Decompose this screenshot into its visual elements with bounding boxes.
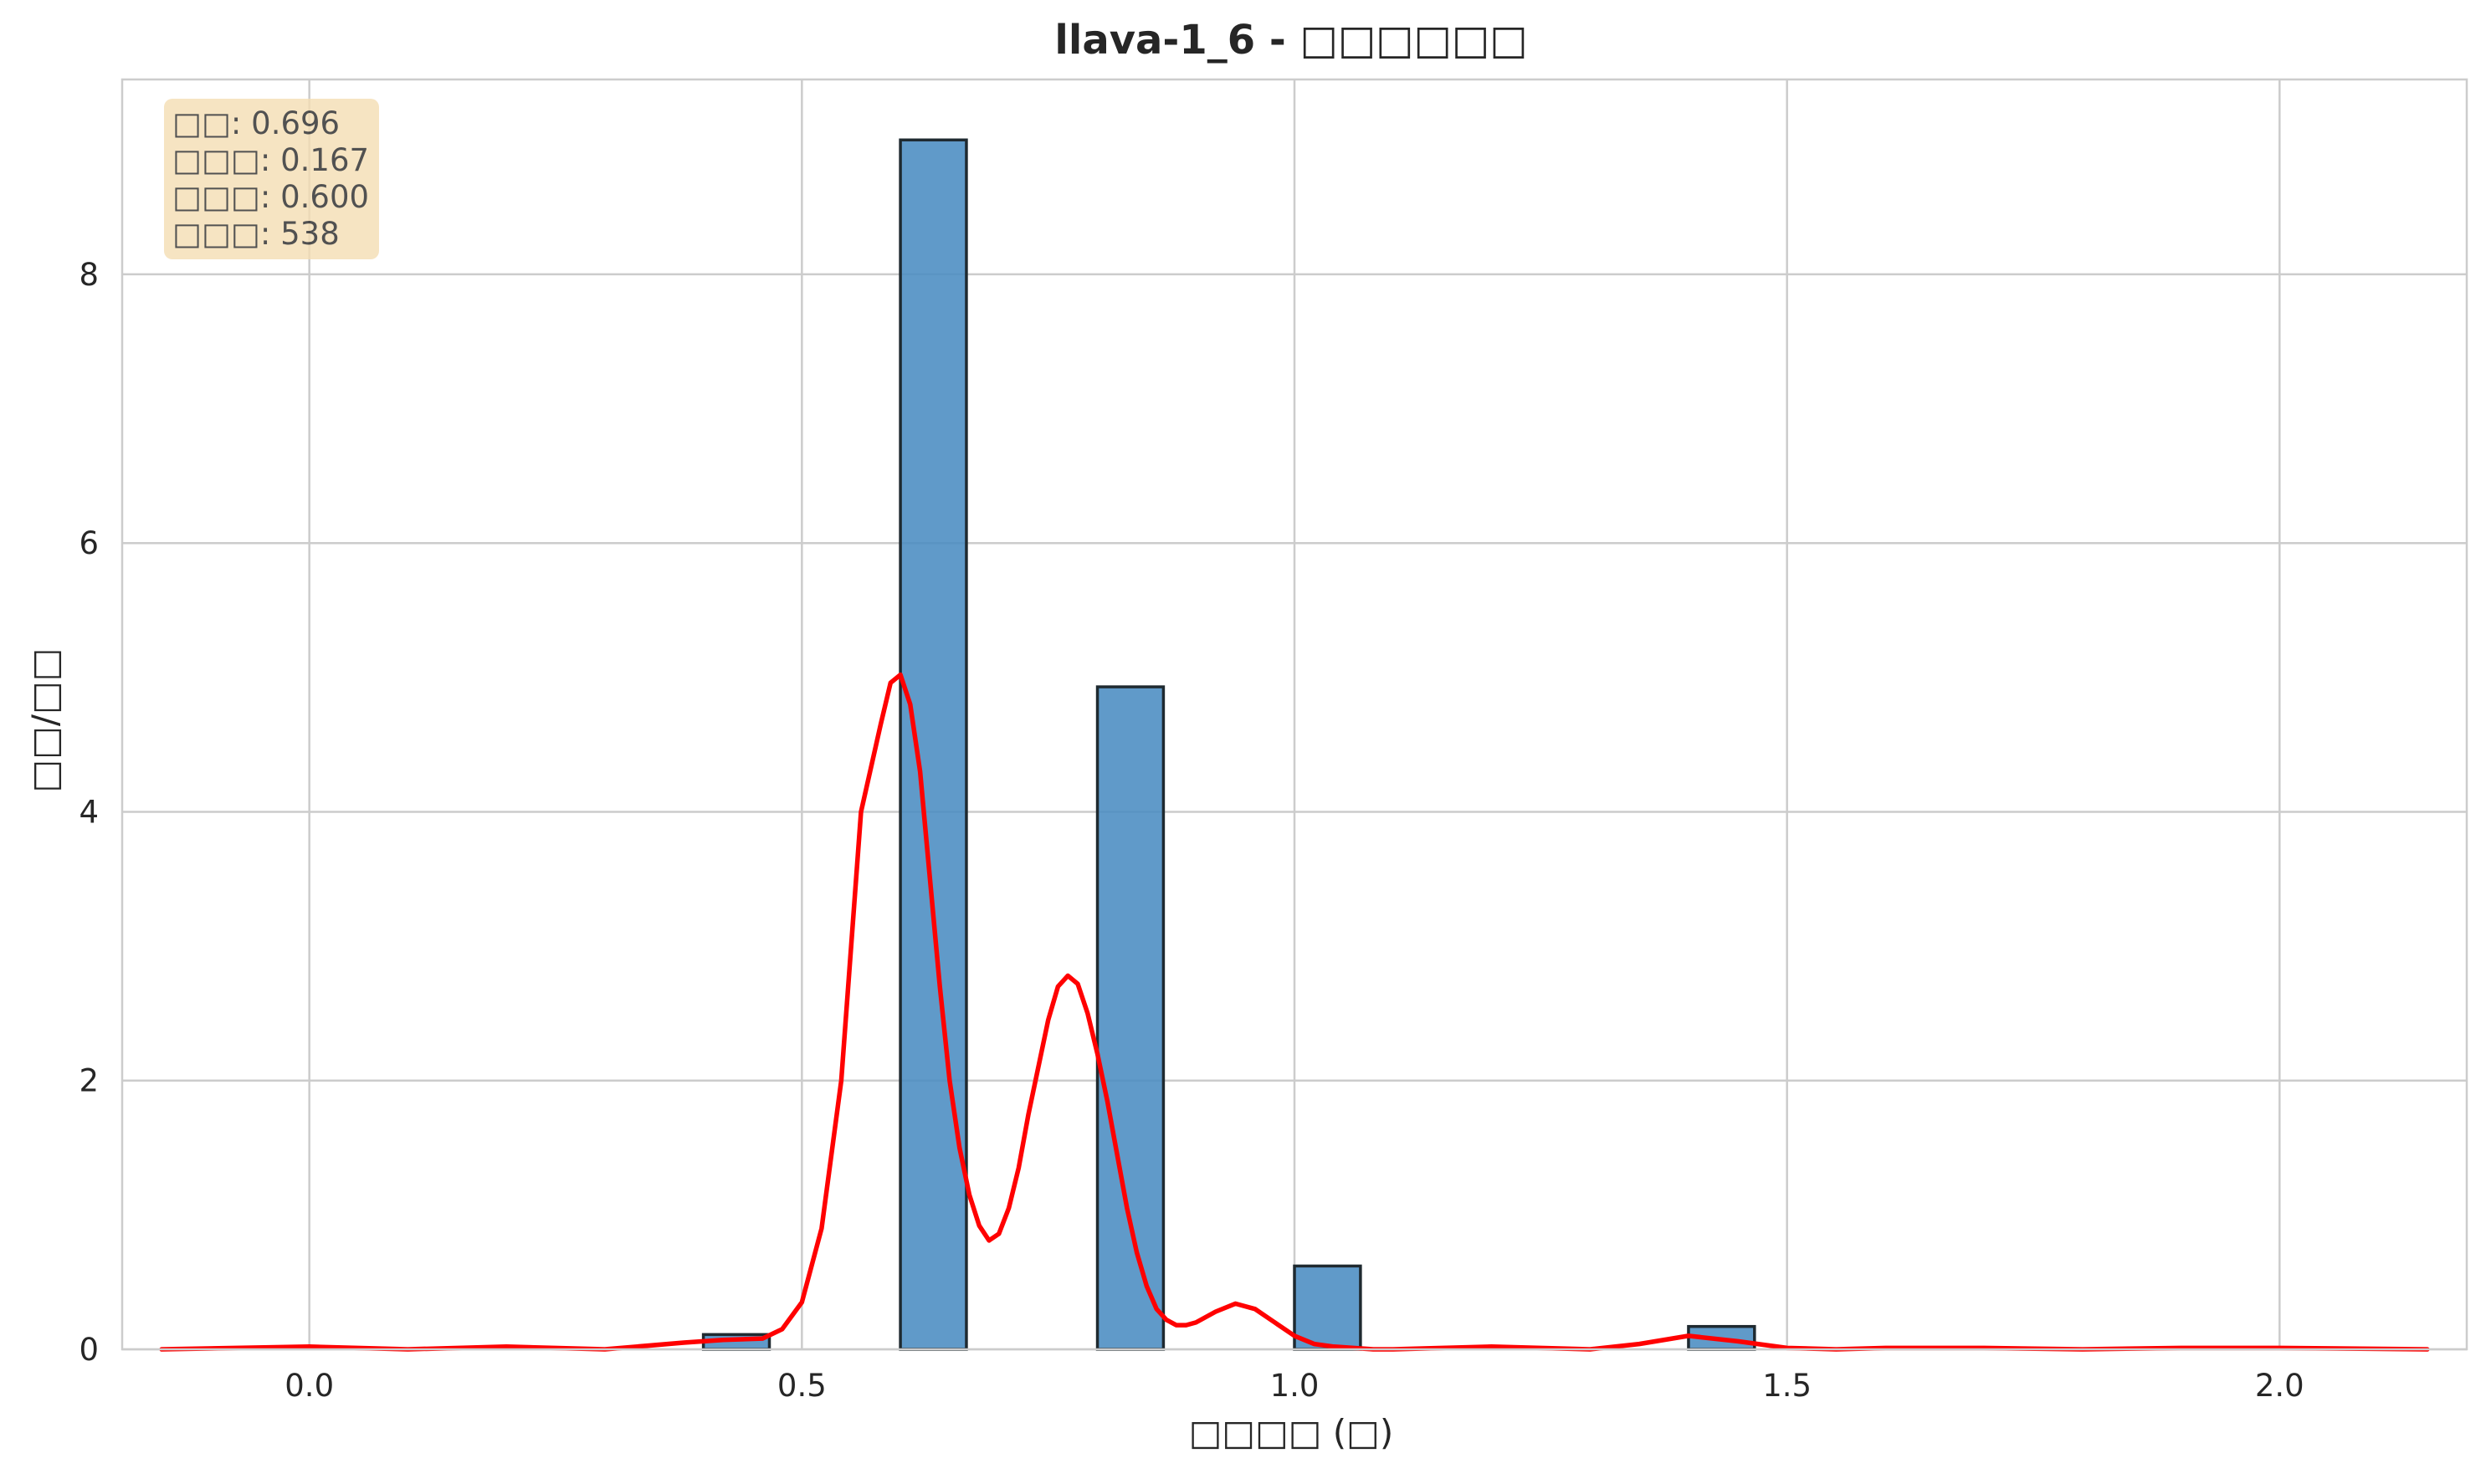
kde-curve-layer [159, 672, 2430, 1352]
y-tick-label: 6 [79, 525, 99, 561]
chart-title: llava-1_6 - □□□□□□ [1054, 17, 1527, 64]
stats-median: □□□: 0.600 [172, 179, 370, 215]
x-tick-label: 0.5 [777, 1368, 827, 1404]
x-tick-label: 2.0 [2255, 1368, 2304, 1404]
y-tick-label: 4 [79, 794, 99, 830]
histogram-bar [899, 138, 968, 1351]
stats-mean: □□: 0.696 [172, 105, 341, 141]
axis-ticks: 0.0 0.5 1.0 1.5 2.0 0 2 4 6 8 [79, 257, 2304, 1404]
x-tick-label: 1.5 [1762, 1368, 1812, 1404]
histogram-bar [1095, 685, 1166, 1351]
stats-count: □□□: 538 [172, 216, 340, 252]
kde-curve [159, 672, 2430, 1352]
stats-box: □□: 0.696 □□□: 0.167 □□□: 0.600 □□□: 538 [164, 99, 380, 259]
y-tick-label: 2 [79, 1063, 99, 1099]
plot-frame [120, 78, 2468, 1351]
x-axis-label: □□□□ (□) [1189, 1412, 1394, 1453]
x-tick-label: 0.0 [284, 1368, 334, 1404]
stats-std: □□□: 0.167 [172, 142, 370, 178]
histogram-bar [1293, 1264, 1362, 1351]
y-tick-label: 0 [79, 1332, 99, 1368]
y-axis-label: □□/□□ [24, 648, 65, 793]
x-tick-label: 1.0 [1270, 1368, 1320, 1404]
y-tick-label: 8 [79, 257, 99, 293]
